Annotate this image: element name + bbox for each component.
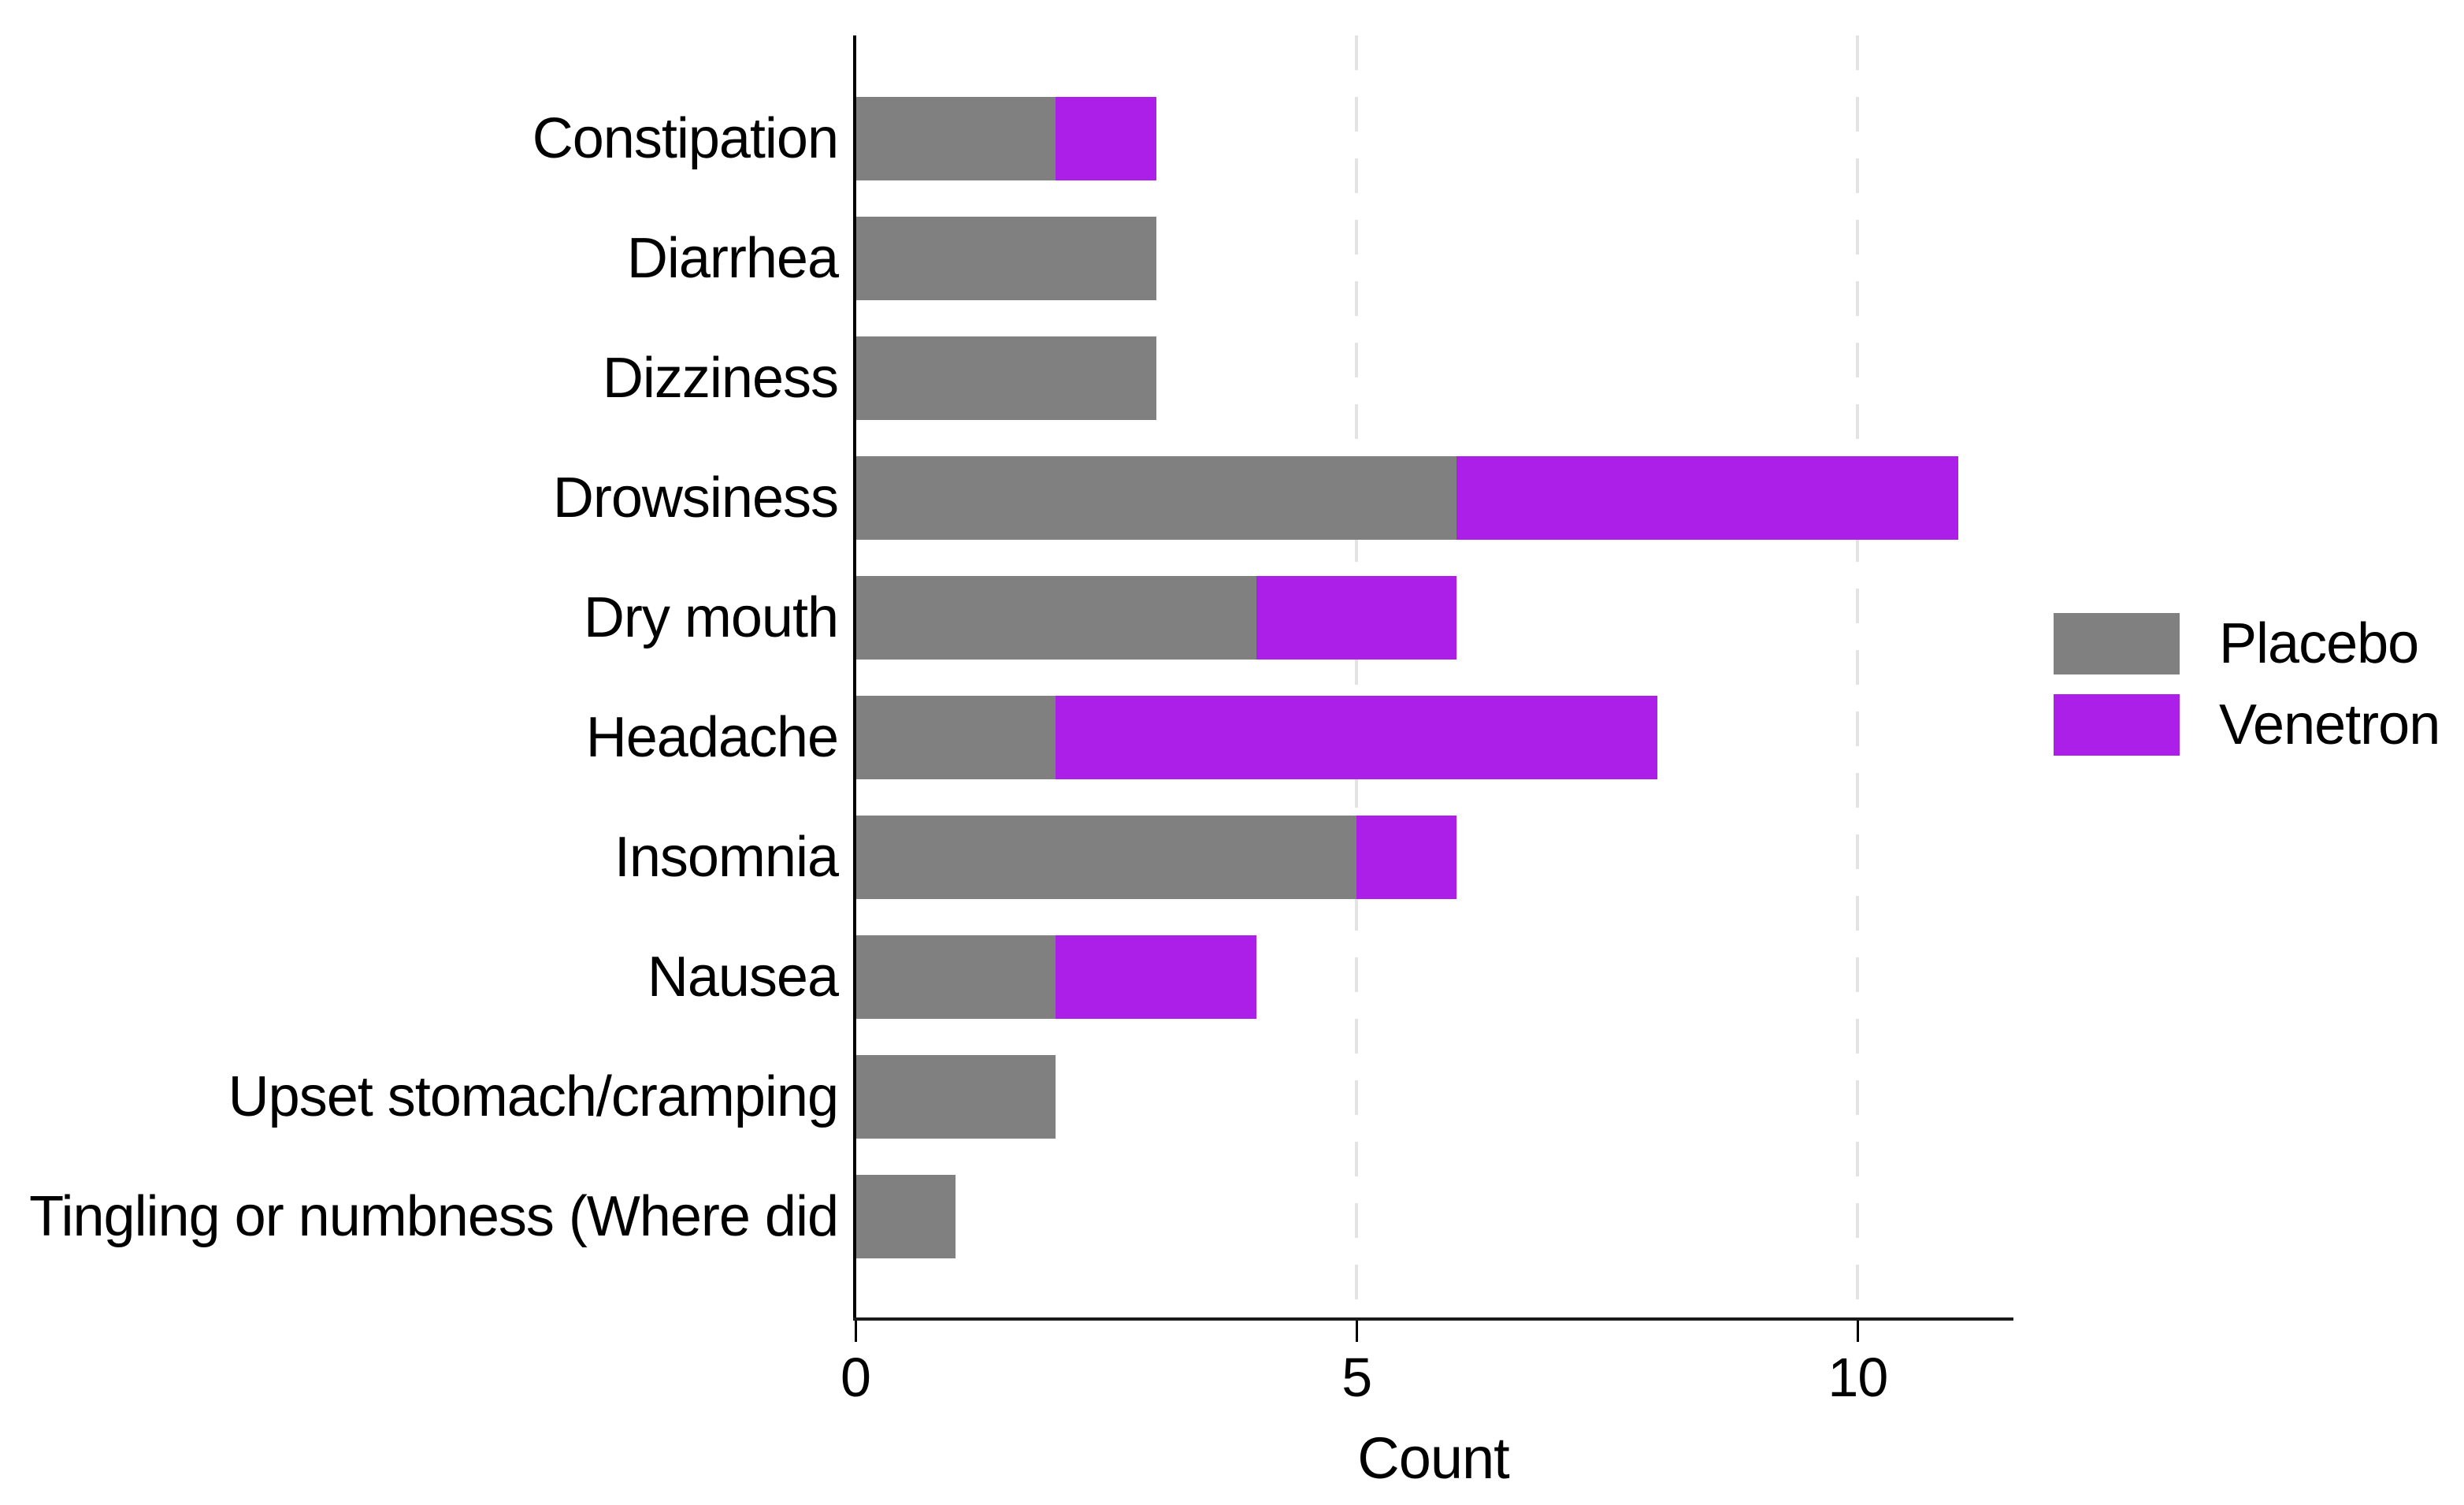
bar-placebo-5 [855,696,1056,779]
bar-venetron-7 [1056,935,1256,1019]
bar-venetron-5 [1056,696,1657,779]
bar-placebo-6 [855,816,1357,899]
bar-placebo-2 [855,336,1156,420]
x-axis-spine [853,1317,2013,1321]
category-label-3: Drowsiness [552,466,839,530]
category-label-4: Dry mouth [583,586,839,649]
bar-placebo-8 [855,1055,1056,1139]
x-axis-title: Count [1357,1425,1509,1491]
bar-venetron-6 [1356,816,1457,899]
legend: Placebo Venetron [2054,613,2440,756]
category-label-6: Insomnia [614,826,839,889]
x-tick-0 [854,1321,857,1342]
bar-venetron-3 [1457,456,1958,540]
category-label-7: Nausea [647,946,839,1009]
venetron-swatch [2054,694,2180,756]
legend-label-venetron: Venetron [2219,693,2440,756]
category-label-1: Diarrhea [626,227,839,290]
y-axis-spine [853,35,856,1320]
gridline-5 [1355,35,1359,1317]
placebo-swatch [2054,613,2180,674]
plot-area [855,35,2011,1317]
category-label-5: Headache [585,706,839,769]
bar-placebo-0 [855,97,1056,180]
bar-placebo-4 [855,576,1256,660]
legend-label-placebo: Placebo [2219,612,2419,675]
x-tick-label-5: 5 [1341,1347,1372,1408]
legend-row-venetron: Venetron [2054,694,2440,756]
bar-venetron-0 [1056,97,1156,180]
bar-placebo-3 [855,456,1457,540]
gridline-10 [1856,35,1860,1317]
bar-placebo-7 [855,935,1056,1019]
category-label-0: Constipation [532,107,839,170]
x-tick-10 [1856,1321,1859,1342]
category-label-2: Dizziness [602,347,839,410]
bar-placebo-9 [855,1175,956,1258]
legend-row-placebo: Placebo [2054,613,2440,674]
x-tick-label-10: 10 [1828,1347,1888,1408]
bar-venetron-4 [1256,576,1457,660]
category-label-9: Tingling or numbness (Where did [29,1185,839,1248]
x-tick-5 [1355,1321,1358,1342]
x-tick-label-0: 0 [841,1347,871,1408]
category-label-8: Upset stomach/cramping [228,1065,839,1128]
bar-placebo-1 [855,217,1156,300]
